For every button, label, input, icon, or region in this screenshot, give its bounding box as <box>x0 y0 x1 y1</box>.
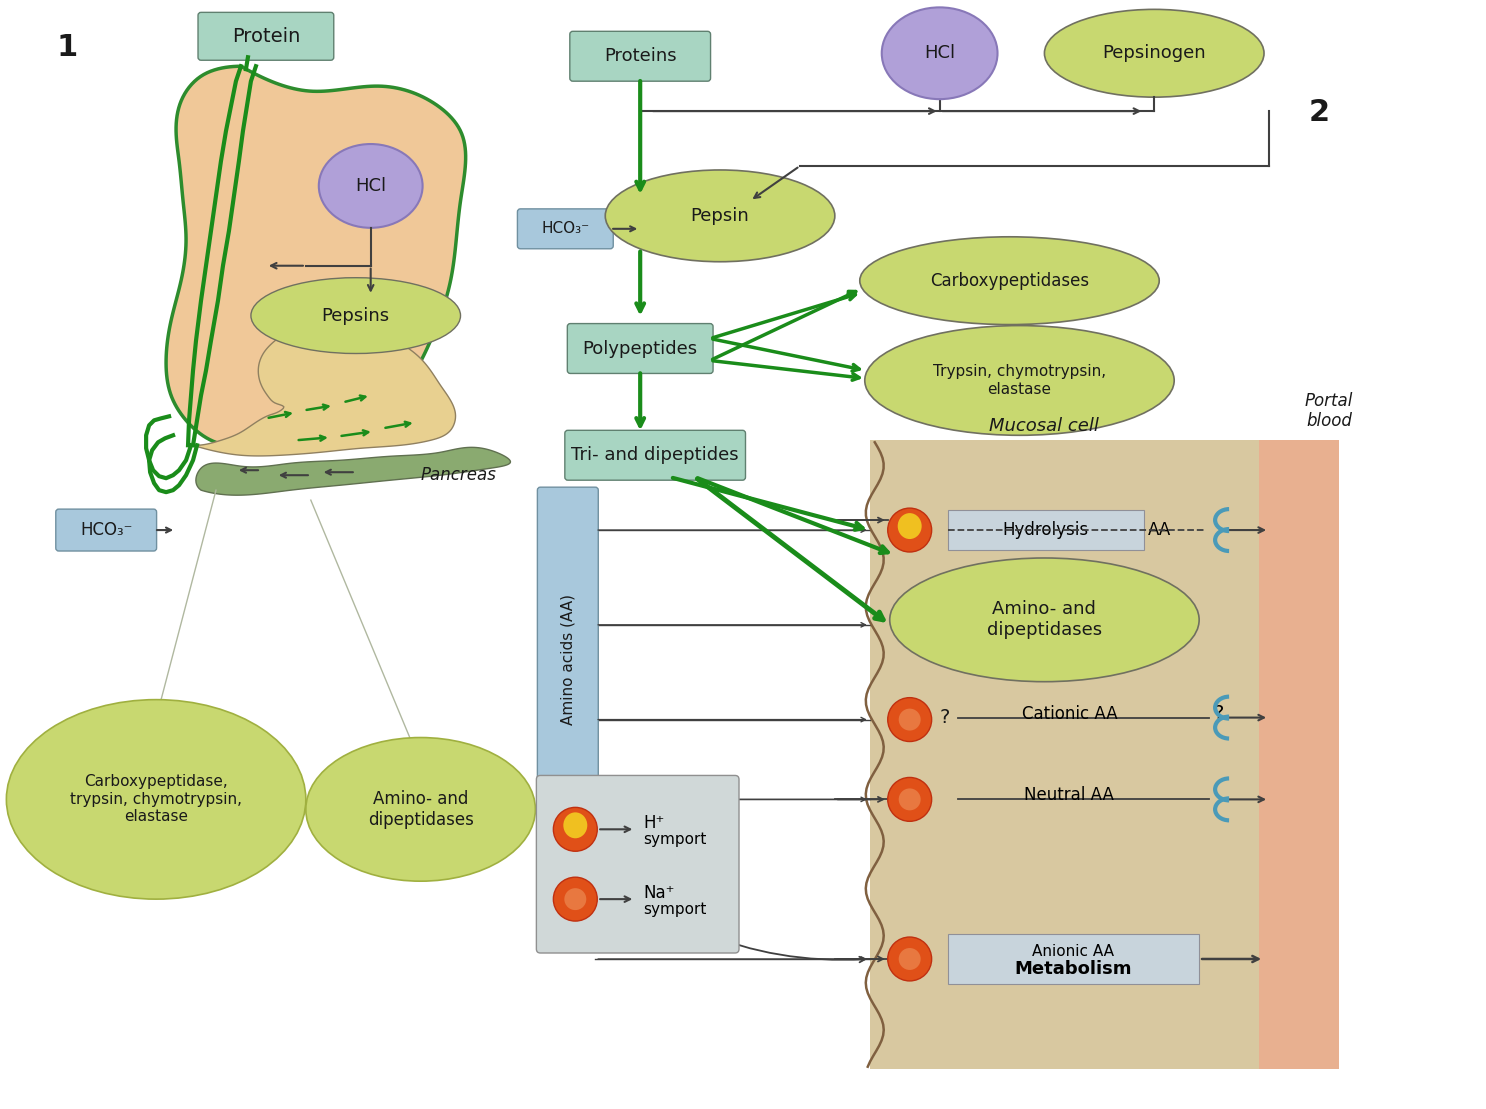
Text: ?: ? <box>939 708 950 728</box>
FancyBboxPatch shape <box>568 324 713 374</box>
FancyBboxPatch shape <box>569 31 710 81</box>
Text: 1: 1 <box>56 33 77 62</box>
Ellipse shape <box>887 508 932 552</box>
Text: Neutral AA: Neutral AA <box>1024 786 1114 804</box>
Text: Amino- and
dipeptidases: Amino- and dipeptidases <box>987 600 1103 639</box>
FancyBboxPatch shape <box>536 775 739 953</box>
Text: Na⁺: Na⁺ <box>643 884 675 902</box>
Text: H⁺: H⁺ <box>643 814 664 833</box>
Text: Proteins: Proteins <box>603 48 676 65</box>
Ellipse shape <box>887 698 932 742</box>
Bar <box>948 934 1199 984</box>
Polygon shape <box>166 67 465 450</box>
Bar <box>1259 440 1339 1069</box>
Ellipse shape <box>860 237 1159 325</box>
Ellipse shape <box>887 937 932 981</box>
Ellipse shape <box>890 558 1199 682</box>
Ellipse shape <box>6 700 306 899</box>
Ellipse shape <box>553 877 597 922</box>
Text: Amino acids (AA): Amino acids (AA) <box>560 594 577 725</box>
FancyBboxPatch shape <box>538 487 599 832</box>
Text: Metabolism: Metabolism <box>1015 960 1132 978</box>
Text: Cationic AA: Cationic AA <box>1021 704 1117 723</box>
Bar <box>869 440 1339 1069</box>
Text: symport: symport <box>643 902 706 917</box>
Text: HCO₃⁻: HCO₃⁻ <box>541 222 590 236</box>
Text: Mucosal cell: Mucosal cell <box>990 417 1100 436</box>
Text: Hydrolysis: Hydrolysis <box>1003 521 1089 539</box>
Text: Carboxypeptidase,
trypsin, chymotrypsin,
elastase: Carboxypeptidase, trypsin, chymotrypsin,… <box>70 774 242 824</box>
Ellipse shape <box>899 709 921 731</box>
Text: symport: symport <box>643 832 706 847</box>
Text: Amino- and
dipeptidases: Amino- and dipeptidases <box>367 790 474 828</box>
Ellipse shape <box>565 888 587 910</box>
Ellipse shape <box>605 170 835 262</box>
Text: Tri- and dipeptides: Tri- and dipeptides <box>571 446 739 465</box>
FancyBboxPatch shape <box>565 430 746 480</box>
Text: HCl: HCl <box>924 44 955 62</box>
Ellipse shape <box>563 813 587 838</box>
FancyBboxPatch shape <box>56 509 156 551</box>
Ellipse shape <box>865 326 1174 436</box>
Text: Pancreas: Pancreas <box>421 466 496 485</box>
Ellipse shape <box>306 737 535 882</box>
Ellipse shape <box>899 788 921 811</box>
Text: Trypsin, chymotrypsin,
elastase: Trypsin, chymotrypsin, elastase <box>933 364 1106 397</box>
Ellipse shape <box>887 777 932 822</box>
Ellipse shape <box>881 8 997 99</box>
Ellipse shape <box>899 948 921 970</box>
Text: Portal
blood: Portal blood <box>1305 391 1354 430</box>
Text: Polypeptides: Polypeptides <box>583 339 698 357</box>
Bar <box>948 510 1144 550</box>
Text: ?: ? <box>1214 704 1224 723</box>
Text: 2: 2 <box>1309 98 1330 128</box>
Text: Pepsins: Pepsins <box>321 306 389 325</box>
Text: Pepsin: Pepsin <box>691 207 749 225</box>
FancyBboxPatch shape <box>198 12 334 60</box>
Text: Carboxypeptidases: Carboxypeptidases <box>930 272 1089 289</box>
FancyBboxPatch shape <box>517 208 614 248</box>
Text: AA: AA <box>1147 521 1171 539</box>
Text: HCl: HCl <box>355 177 386 195</box>
Polygon shape <box>196 447 511 496</box>
Ellipse shape <box>898 513 921 539</box>
Text: Protein: Protein <box>232 27 300 45</box>
Ellipse shape <box>553 807 597 852</box>
Ellipse shape <box>251 277 461 354</box>
Text: HCO₃⁻: HCO₃⁻ <box>80 521 132 539</box>
Text: Anionic AA: Anionic AA <box>1033 944 1114 958</box>
Polygon shape <box>193 325 456 456</box>
Ellipse shape <box>319 144 422 227</box>
Text: Pepsinogen: Pepsinogen <box>1103 44 1207 62</box>
Ellipse shape <box>1045 9 1265 98</box>
